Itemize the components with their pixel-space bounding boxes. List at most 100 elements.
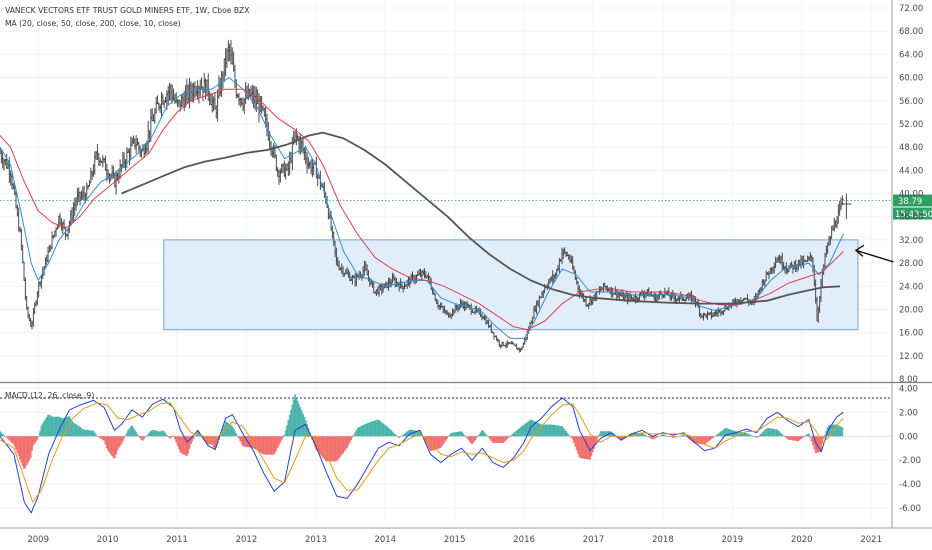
macd-line-signal [0, 402, 844, 503]
macd-histogram-bar [16, 436, 19, 453]
macd-histogram-bar [722, 429, 725, 437]
macd-histogram-bar [534, 421, 537, 437]
macd-histogram-bar [3, 435, 5, 437]
time-tick-label: 2010 [97, 535, 119, 545]
macd-histogram-bar [501, 436, 503, 443]
macd-histogram-bar [403, 433, 406, 437]
macd-histogram-bar [11, 436, 13, 443]
macd-histogram-bar [251, 436, 254, 448]
macd-histogram-bar [189, 436, 192, 445]
price-tick-label: 16.00 [899, 329, 923, 339]
macd-histogram-bar [458, 431, 461, 437]
macd-histogram-bar [760, 433, 762, 437]
macd-histogram-bar [256, 436, 259, 451]
macd-histogram-bar [705, 436, 708, 444]
macd-histogram-bar [76, 425, 79, 437]
macd-histogram-bar [543, 424, 546, 437]
macd-tick-label: -2.00 [899, 456, 921, 466]
macd-histogram-bar [412, 430, 415, 437]
macd-histogram-bar [481, 430, 483, 437]
macd-histogram-bar [653, 436, 656, 439]
macd-histogram-bar [362, 425, 365, 437]
macd-histogram-bar [542, 424, 545, 437]
macd-histogram-bar [448, 434, 451, 437]
macd-histogram-bar [375, 420, 378, 437]
macd-histogram-bar [670, 436, 673, 438]
macd-histogram-bar [829, 424, 832, 437]
macd-histogram-bar [646, 436, 649, 437]
macd-histogram-bar [554, 425, 557, 437]
macd-histogram-bar [798, 436, 801, 441]
macd-histogram-bar [279, 436, 282, 443]
macd-line-macd [0, 397, 844, 514]
macd-histogram-bar [168, 436, 171, 439]
macd-histogram-bar [514, 431, 517, 437]
macd-histogram-bar [1, 433, 4, 437]
macd-histogram-bar [809, 436, 812, 438]
macd-histogram-bar [502, 436, 505, 443]
macd-histogram-bar [454, 432, 457, 437]
macd-histogram-bar [39, 431, 41, 437]
macd-histogram-bar [346, 436, 348, 448]
macd-histogram-bar [140, 436, 143, 441]
price-tick-label: 8.00 [899, 375, 918, 385]
macd-histogram-bar [675, 436, 678, 437]
macd-histogram-bar [35, 436, 37, 442]
macd-histogram-bar [147, 433, 150, 437]
macd-histogram-bar [706, 436, 709, 443]
macd-histogram-bar [264, 436, 267, 455]
macd-histogram-bar [530, 419, 533, 437]
macd-histogram-bar [244, 436, 247, 447]
macd-histogram-bar [125, 432, 128, 437]
macd-histogram-bar [206, 436, 208, 444]
macd-histogram-bar [450, 432, 453, 437]
macd-histogram-bar [371, 421, 374, 437]
macd-histogram-bar [455, 432, 458, 437]
time-tick-label: 2009 [27, 535, 49, 545]
macd-histogram-bar [703, 436, 706, 445]
macd-histogram-bar [227, 423, 230, 437]
macd-histogram-bar [761, 432, 764, 437]
macd-histogram-bar [175, 436, 178, 443]
macd-histogram-bar [167, 436, 170, 437]
macd-histogram-bar [777, 430, 780, 437]
macd-histogram-bar [45, 416, 48, 437]
macd-histogram-bar [538, 423, 541, 437]
macd-histogram-bar [662, 434, 665, 437]
macd-histogram-bar [645, 435, 648, 437]
macd-histogram-bar [367, 422, 370, 437]
macd-histogram-bar [388, 428, 391, 437]
price-tick-label: 68.00 [899, 27, 923, 37]
macd-histogram-bar [105, 436, 108, 449]
macd-histogram-bar [710, 436, 713, 440]
macd-histogram-bar [633, 432, 635, 437]
macd-histogram-bar [123, 436, 126, 439]
macd-tick-label: -6.00 [899, 504, 921, 514]
macd-histogram-bar [416, 430, 419, 437]
macd-histogram-bar [83, 429, 86, 437]
macd-histogram-bar [143, 436, 146, 439]
macd-histogram-bar [127, 430, 130, 437]
price-tick-label: 12.00 [899, 352, 923, 362]
time-tick-label: 2019 [722, 535, 744, 545]
macd-histogram-bar [9, 436, 12, 442]
macd-histogram-bar [169, 436, 172, 439]
macd-histogram-bar [364, 423, 367, 437]
macd-histogram-bar [287, 420, 290, 437]
macd-histogram-bar [521, 426, 523, 437]
macd-histogram-bar [180, 436, 183, 454]
macd-histogram-bar [133, 429, 136, 437]
macd-histogram-bar [307, 428, 310, 437]
macd-histogram-bar [191, 436, 194, 442]
price-tick-label: 64.00 [899, 50, 923, 60]
macd-histogram-bar [181, 436, 184, 455]
macd-histogram-bar [107, 436, 110, 451]
macd-histogram-bar [402, 434, 405, 437]
macd-histogram-bar [432, 436, 435, 451]
macd-histogram-bar [729, 429, 732, 437]
price-tick-label: 44.00 [899, 166, 923, 176]
macd-histogram-bar [193, 436, 196, 437]
arrow-shaft [855, 249, 894, 263]
macd-histogram-bar [211, 436, 214, 445]
